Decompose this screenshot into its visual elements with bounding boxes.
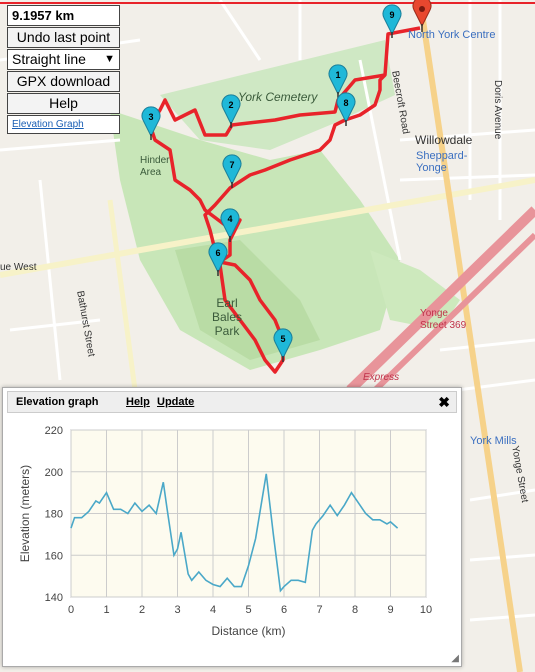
resize-handle-icon[interactable]: ◢ xyxy=(451,653,459,664)
y-tick-label: 140 xyxy=(45,592,63,604)
elevation-graph-link[interactable]: Elevation Graph xyxy=(7,115,120,134)
route-marker-2[interactable]: 2 xyxy=(221,94,241,128)
elevation-update-link[interactable]: Update xyxy=(157,396,195,408)
elevation-chart: 140 160 180 200 220 0 1 2 3 4 5 6 7 8 9 10 Distance (km)… xyxy=(18,425,432,638)
york-mills-label: York Mills xyxy=(470,435,517,447)
x-tick-label: 1 xyxy=(103,604,109,616)
sheppard-avenue xyxy=(0,177,535,278)
marker-label: 6 xyxy=(215,248,220,258)
hinder-area-label: Hinder Area xyxy=(140,155,170,178)
york-cemetery-label: York Cemetery xyxy=(238,90,318,104)
route-marker-1[interactable]: 1 xyxy=(328,64,348,98)
elevation-panel-title: Elevation graph xyxy=(16,396,99,408)
route-marker-8[interactable]: 8 xyxy=(336,92,356,126)
marker-label: 3 xyxy=(148,112,153,122)
street-grid xyxy=(0,0,535,622)
x-tick-label: 6 xyxy=(281,604,287,616)
route-marker-7[interactable]: 7 xyxy=(222,154,242,188)
highway-401 xyxy=(346,206,535,394)
route-marker-9[interactable]: 9 xyxy=(382,4,402,38)
x-tick-label: 4 xyxy=(210,604,216,616)
undo-last-point-button[interactable]: Undo last point xyxy=(7,27,120,48)
express-label: Express xyxy=(363,372,400,383)
elevation-series-line xyxy=(70,473,399,593)
y-axis-title: Elevation (meters) xyxy=(18,465,32,562)
y-tick-label: 220 xyxy=(45,425,63,437)
x-tick-label: 9 xyxy=(387,604,393,616)
north-york-centre-label: North York Centre xyxy=(408,29,496,41)
sheppard-yonge-label: Sheppard-Yonge xyxy=(416,150,468,174)
x-tick-label: 7 xyxy=(316,604,322,616)
yonge-street-road xyxy=(417,0,523,672)
highway-401-ramp xyxy=(367,232,535,398)
markers: 1 2 3 4 5 6 7 8 9 xyxy=(141,0,432,362)
marker-label: 5 xyxy=(280,334,285,344)
doris-avenue-label: Doris Avenue xyxy=(492,80,503,140)
distance-display: 9.1957 km xyxy=(7,5,120,26)
marker-label: 8 xyxy=(343,98,348,108)
chevron-down-icon: ▼ xyxy=(104,53,115,65)
elevation-panel-header: Elevation graph Help Update ✖ xyxy=(7,391,457,413)
bathurst-street-road xyxy=(107,199,138,391)
park-area xyxy=(110,110,400,370)
y-tick-label: 160 xyxy=(45,550,63,562)
marker-label: 7 xyxy=(229,160,234,170)
elevation-panel: Elevation graph Help Update ✖ 140 160 180 2… xyxy=(2,387,462,667)
route-line xyxy=(148,26,421,374)
marker-label: 9 xyxy=(389,10,394,20)
route-marker-6[interactable]: 6 xyxy=(208,242,228,276)
y-tick-label: 200 xyxy=(45,467,63,479)
marker-label: 1 xyxy=(335,70,340,80)
x-tick-label: 2 xyxy=(139,604,145,616)
earl-bales-park-label: Earl Bales Park xyxy=(211,296,243,338)
route-marker-4[interactable]: 4 xyxy=(220,208,240,242)
help-button[interactable]: Help xyxy=(7,93,120,114)
routing-mode-value: Straight line xyxy=(12,51,86,67)
route-marker-5[interactable]: 5 xyxy=(273,328,293,362)
y-tick-label: 180 xyxy=(45,509,63,521)
ue-west-label: ue West xyxy=(0,262,37,273)
x-tick-label: 8 xyxy=(352,604,358,616)
elevation-help-link[interactable]: Help xyxy=(126,396,150,408)
x-tick-label: 3 xyxy=(174,604,180,616)
x-tick-label: 10 xyxy=(420,604,432,616)
close-icon[interactable]: ✖ xyxy=(438,394,450,410)
gpx-download-button[interactable]: GPX download xyxy=(7,71,120,92)
x-axis-title: Distance (km) xyxy=(211,624,285,638)
x-tick-label: 5 xyxy=(245,604,251,616)
yonge-street-369-label: Yonge Street 369 xyxy=(420,308,467,331)
willowdale-label: Willowdale xyxy=(415,133,473,147)
x-tick-label: 0 xyxy=(68,604,74,616)
marker-label: 4 xyxy=(227,214,232,224)
route-controls: 9.1957 km Undo last point Straight line … xyxy=(7,5,120,135)
routing-mode-select[interactable]: Straight line ▼ xyxy=(7,49,120,70)
route-marker-3[interactable]: 3 xyxy=(141,106,161,140)
route-end-marker[interactable] xyxy=(412,0,432,32)
marker-label: 2 xyxy=(228,100,233,110)
